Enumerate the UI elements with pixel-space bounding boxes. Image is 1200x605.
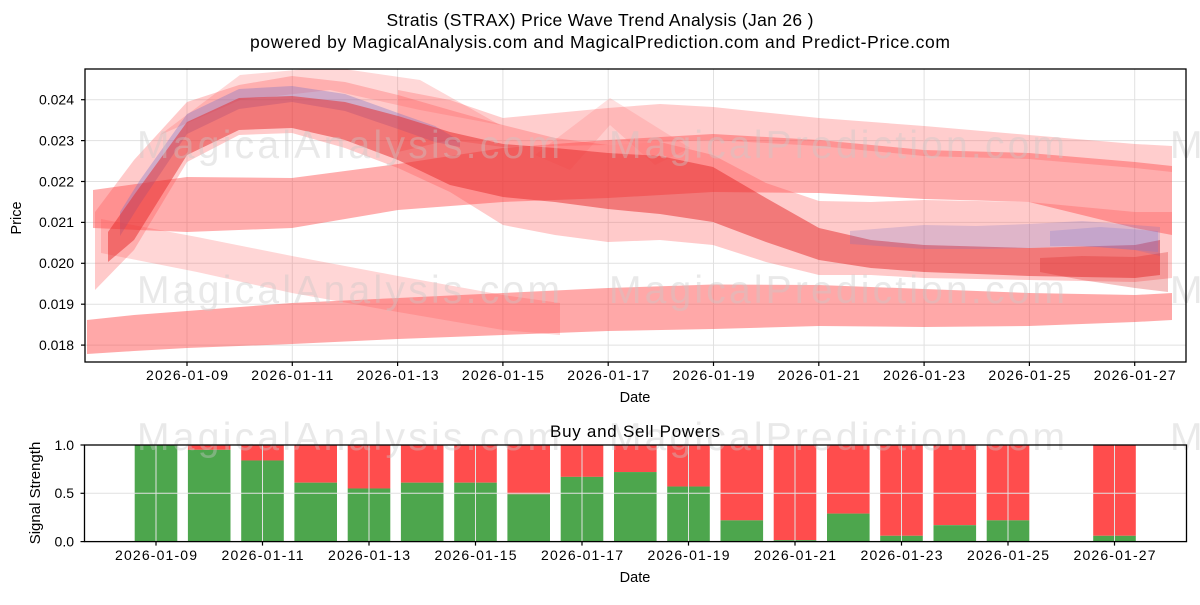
svg-text:2026-01-13: 2026-01-13 [357,367,439,383]
svg-text:Stratis (STRAX) Price Wave Tre: Stratis (STRAX) Price Wave Trend Analysi… [387,10,814,30]
svg-text:0.5: 0.5 [55,485,75,501]
svg-text:2026-01-13: 2026-01-13 [328,547,410,563]
svg-text:0.0: 0.0 [55,533,75,549]
svg-text:2026-01-27: 2026-01-27 [1074,547,1156,563]
svg-text:MagicalAnalysis.com: MagicalAnalysis.com [137,124,560,167]
svg-text:2026-01-15: 2026-01-15 [435,547,517,563]
svg-text:0.020: 0.020 [39,255,74,271]
svg-text:0.023: 0.023 [39,132,74,148]
svg-text:2026-01-25: 2026-01-25 [988,367,1070,383]
svg-text:Buy and Sell Powers: Buy and Sell Powers [550,422,720,441]
svg-text:MagicalPrediction.com: MagicalPrediction.com [609,269,1065,312]
svg-text:0.018: 0.018 [39,337,74,353]
svg-text:0.022: 0.022 [39,173,74,189]
svg-text:Magi: Magi [1170,416,1200,459]
svg-text:0.024: 0.024 [39,92,74,108]
svg-text:MagicalPrediction.com: MagicalPrediction.com [609,124,1065,167]
svg-text:2026-01-25: 2026-01-25 [967,547,1049,563]
svg-text:MagicalAnalysis.com: MagicalAnalysis.com [137,416,560,459]
svg-text:2026-01-23: 2026-01-23 [883,367,965,383]
svg-text:Signal Strength: Signal Strength [27,442,44,545]
svg-text:powered by MagicalAnalysis.com: powered by MagicalAnalysis.com and Magic… [250,32,950,52]
svg-text:2026-01-23: 2026-01-23 [861,547,943,563]
svg-text:Magi: Magi [1170,124,1200,167]
svg-text:2026-01-09: 2026-01-09 [146,367,228,383]
svg-text:2026-01-21: 2026-01-21 [754,547,836,563]
svg-text:2026-01-27: 2026-01-27 [1094,367,1176,383]
svg-text:MagicalAnalysis.com: MagicalAnalysis.com [137,269,560,312]
svg-text:Date: Date [620,570,651,586]
svg-text:2026-01-19: 2026-01-19 [648,547,730,563]
svg-text:0.021: 0.021 [39,214,74,230]
svg-text:2026-01-15: 2026-01-15 [462,367,544,383]
svg-text:2026-01-09: 2026-01-09 [115,547,197,563]
svg-text:Price: Price [9,201,25,234]
svg-text:MagicalPrediction.com: MagicalPrediction.com [609,416,1065,459]
svg-text:Date: Date [620,390,651,406]
svg-text:1.0: 1.0 [55,437,75,453]
svg-text:0.019: 0.019 [39,296,74,312]
svg-text:2026-01-17: 2026-01-17 [541,547,623,563]
svg-text:2026-01-21: 2026-01-21 [778,367,860,383]
svg-text:Magi: Magi [1170,269,1200,312]
svg-text:2026-01-19: 2026-01-19 [673,367,755,383]
svg-text:2026-01-17: 2026-01-17 [567,367,649,383]
